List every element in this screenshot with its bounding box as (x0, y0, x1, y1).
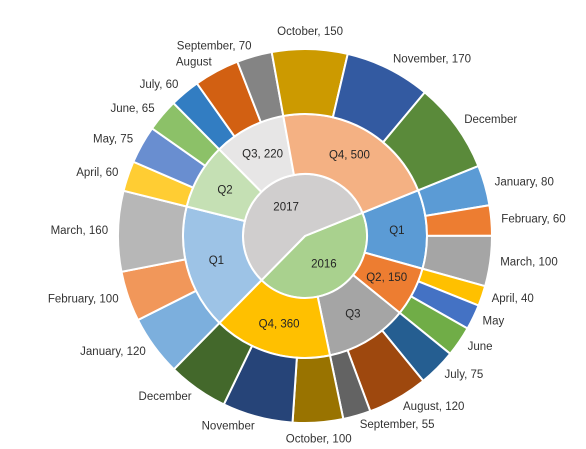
month-label-2016-january-80: January, 80 (495, 177, 554, 189)
month-label-2017-november-170: November, 170 (393, 54, 471, 66)
month-label-2017-april-60: April, 60 (76, 167, 118, 179)
month-label-2016-may: May (483, 316, 505, 328)
quarter-label-2017-q3-220: Q3, 220 (242, 148, 283, 160)
month-label-2016-april-40: April, 40 (492, 293, 534, 305)
year-label-2017: 2017 (273, 202, 299, 214)
quarter-label-2017-q4-500: Q4, 500 (329, 149, 370, 161)
month-label-2016-december: December (139, 391, 192, 403)
month-label-2017-july-60: July, 60 (140, 79, 179, 91)
quarter-label-2016-q4-360: Q4, 360 (259, 318, 300, 330)
quarter-label-2016-q1: Q1 (389, 225, 404, 237)
chart-segments (117, 48, 494, 424)
month-label-2017-february-100: February, 100 (48, 294, 119, 306)
quarter-label-2017-q1: Q1 (209, 255, 224, 267)
quarter-label-2017-q2: Q2 (217, 185, 232, 197)
month-label-2017-december: December (464, 114, 517, 126)
month-label-2016-october-100: October, 100 (286, 434, 352, 446)
month-label-2017-august: August (176, 57, 213, 69)
month-label-2017-january-120: January, 120 (80, 346, 146, 358)
month-label-2016-august-120: August, 120 (403, 401, 464, 413)
month-label-2017-september-70: September, 70 (177, 40, 252, 52)
quarter-label-2016-q2-150: Q2, 150 (366, 272, 407, 284)
month-label-2017-may-75: May, 75 (93, 134, 133, 146)
month-label-2016-february-60: February, 60 (501, 214, 565, 226)
chart-labels: 2016 Q1 January, 80 February, 60 March, 100 Q… (48, 26, 566, 445)
month-label-2017-june-65: June, 65 (110, 103, 154, 115)
month-label-2016-november: November (202, 421, 255, 433)
month-label-2017-october-150: October, 150 (277, 26, 343, 38)
month-label-2017-march-160: March, 160 (51, 225, 109, 237)
month-label-2016-september-55: September, 55 (360, 419, 435, 431)
month-segment-2017-december (381, 90, 480, 192)
month-label-2016-july-75: July, 75 (445, 369, 484, 381)
quarter-label-2016-q3: Q3 (345, 309, 360, 321)
month-label-2016-june: June (468, 341, 493, 353)
month-label-2016-march-100: March, 100 (500, 257, 558, 269)
year-label-2016: 2016 (311, 258, 337, 270)
